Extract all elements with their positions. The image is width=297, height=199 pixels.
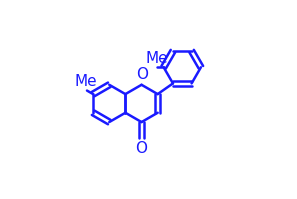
Text: Me: Me	[74, 74, 97, 89]
Text: O: O	[136, 67, 148, 82]
Text: O: O	[135, 141, 148, 156]
Text: Me: Me	[146, 51, 168, 66]
